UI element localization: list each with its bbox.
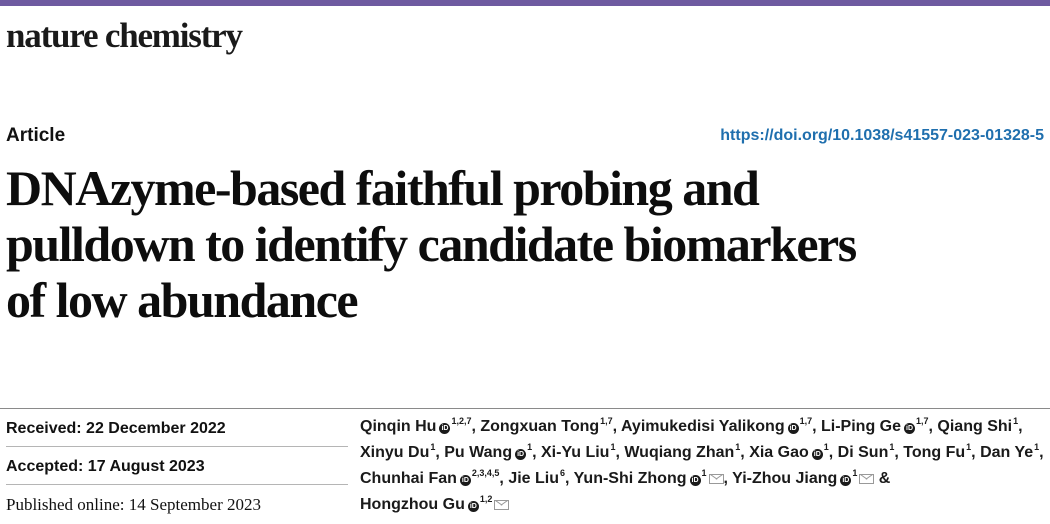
author-name-text[interactable]: Qinqin Hu: [360, 418, 437, 435]
author-name[interactable]: Tong Fu1: [903, 442, 972, 462]
orcid-icon[interactable]: iD: [459, 475, 471, 486]
orcid-icon[interactable]: iD: [904, 423, 915, 434]
author-name[interactable]: Pu Wang iD1: [444, 442, 533, 462]
affiliation-marker: 1,7: [799, 416, 813, 426]
author-name[interactable]: Yi-Zhou Jiang iD1: [732, 468, 875, 487]
envelope-icon[interactable]: [708, 474, 724, 484]
author-name[interactable]: Xinyu Du1: [360, 442, 436, 462]
publication-dates: Received: 22 December 2022 Accepted: 17 …: [6, 409, 348, 522]
author-name-text[interactable]: Zongxuan Tong: [480, 418, 600, 435]
orcid-icon[interactable]: iD: [689, 475, 701, 486]
author-name-text[interactable]: Wuqiang Zhan: [624, 444, 735, 461]
article-type: Article: [6, 125, 66, 146]
journal-logo[interactable]: nature chemistry: [6, 16, 243, 55]
author-name-text[interactable]: Xinyu Du: [360, 444, 430, 461]
author-name-text[interactable]: Jie Liu: [508, 470, 559, 487]
author-name[interactable]: Xia Gao iD1: [749, 442, 829, 462]
affiliation-marker: 2,3,4,5: [471, 468, 500, 478]
affiliation-marker: 1,2: [479, 494, 493, 504]
affiliation-marker: 1,7: [600, 416, 613, 426]
envelope-icon[interactable]: [494, 500, 510, 510]
author-name-text[interactable]: Pu Wang: [444, 444, 513, 461]
author-connector: &: [878, 470, 891, 487]
received-date: Received: 22 December 2022: [6, 409, 348, 447]
author-name[interactable]: Xi-Yu Liu1: [541, 442, 616, 462]
affiliation-marker: 1: [430, 442, 436, 452]
affiliation-marker: 6: [560, 468, 566, 478]
affiliation-marker: 1: [701, 468, 707, 478]
author-name-text[interactable]: Di Sun: [837, 444, 889, 461]
affiliation-marker: 1: [1034, 442, 1040, 452]
accepted-date: Accepted: 17 August 2023: [6, 447, 348, 485]
author-name[interactable]: Di Sun1: [837, 442, 895, 462]
journal-accent-bar: [0, 0, 1050, 6]
author-name-text[interactable]: Hongzhou Gu: [360, 496, 465, 513]
article-title: DNAzyme-based faithful probing and pulld…: [6, 160, 1036, 328]
author-name[interactable]: Wuqiang Zhan1: [624, 442, 741, 462]
author-name[interactable]: Chunhai Fan iD2,3,4,5: [360, 468, 500, 488]
author-name-text[interactable]: Yun-Shi Zhong: [573, 470, 687, 487]
orcid-icon[interactable]: iD: [439, 423, 451, 434]
title-line: pulldown to identify candidate biomarker…: [6, 216, 857, 272]
author-name-text[interactable]: Xia Gao: [749, 444, 809, 461]
affiliation-marker: 1: [735, 442, 741, 452]
affiliation-marker: 1: [527, 442, 533, 452]
orcid-icon[interactable]: iD: [515, 449, 527, 460]
header-divider: [0, 408, 1050, 409]
orcid-icon[interactable]: iD: [811, 449, 823, 460]
affiliation-marker: 1: [610, 442, 616, 452]
author-name-text[interactable]: Ayimukedisi Yalikong: [620, 418, 785, 435]
author-name-text[interactable]: Tong Fu: [903, 444, 966, 461]
author-name[interactable]: Zongxuan Tong1,7: [480, 416, 613, 436]
author-name[interactable]: Dan Ye1: [980, 442, 1040, 462]
orcid-icon[interactable]: iD: [787, 423, 799, 434]
author-list: Qinqin Hu iD1,2,7, Zongxuan Tong1,7, Ayim…: [360, 416, 1044, 514]
published-date: Published online: 14 September 2023: [6, 495, 261, 514]
affiliation-marker: 1: [1013, 416, 1019, 426]
author-name[interactable]: Qinqin Hu iD1,2,7: [360, 416, 472, 436]
affiliation-marker: 1,7: [916, 416, 929, 426]
author-name[interactable]: Yun-Shi Zhong iD1: [573, 468, 724, 487]
orcid-icon[interactable]: iD: [467, 501, 479, 512]
title-line: of low abundance: [6, 272, 359, 328]
author-name[interactable]: Jie Liu6: [508, 468, 566, 488]
affiliation-marker: 1: [852, 468, 858, 478]
title-line: DNAzyme-based faithful probing and: [6, 160, 760, 216]
author-name-text[interactable]: Xi-Yu Liu: [541, 444, 610, 461]
author-name[interactable]: Li-Ping Ge iD1,7: [821, 416, 929, 436]
orcid-icon[interactable]: iD: [840, 475, 852, 486]
affiliation-marker: 1: [823, 442, 829, 452]
author-name-text[interactable]: Li-Ping Ge: [821, 418, 901, 435]
author-name-text[interactable]: Yi-Zhou Jiang: [732, 470, 838, 487]
author-name-text[interactable]: Qiang Shi: [937, 418, 1013, 435]
author-name-text[interactable]: Dan Ye: [980, 444, 1034, 461]
author-name-text[interactable]: Chunhai Fan: [360, 470, 457, 487]
envelope-icon[interactable]: [859, 474, 875, 484]
author-name[interactable]: Qiang Shi1: [937, 416, 1019, 436]
doi-link[interactable]: https://doi.org/10.1038/s41557-023-01328…: [720, 127, 1044, 144]
affiliation-marker: 1: [889, 442, 895, 452]
author-name[interactable]: Hongzhou Gu iD1,2: [360, 494, 510, 513]
author-name[interactable]: Ayimukedisi Yalikong iD1,7: [620, 416, 813, 436]
affiliation-marker: 1,2,7: [451, 416, 472, 426]
affiliation-marker: 1: [966, 442, 972, 452]
